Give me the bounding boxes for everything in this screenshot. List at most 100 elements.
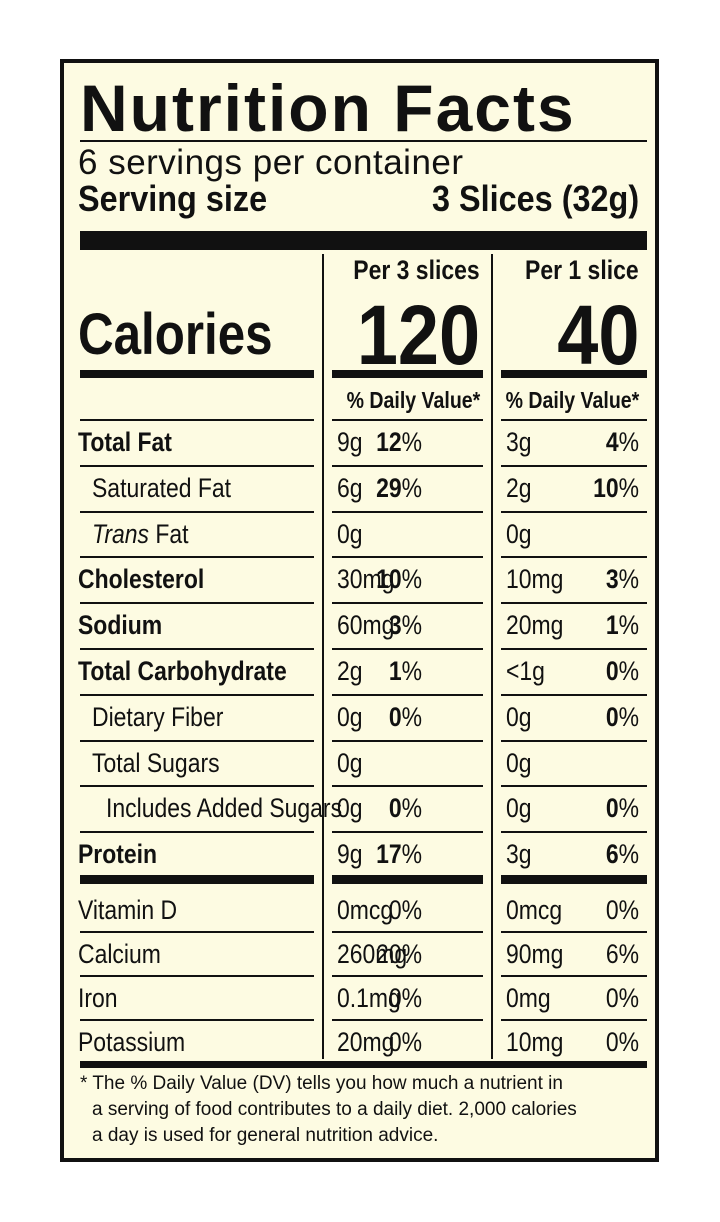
row-rule: [332, 465, 483, 467]
amount-per-3-slices: 2g: [337, 656, 363, 686]
amount-per-3-slices: 6g: [337, 472, 363, 503]
footnote-line: a serving of food contributes to a daily…: [92, 1099, 577, 1120]
row-rule: [501, 975, 647, 977]
row-rule: [332, 419, 483, 421]
percent-sign: %: [618, 472, 639, 503]
amount-per-3-slices: 60mg: [337, 610, 395, 641]
row-rule: [332, 648, 483, 650]
nutrient-name: Includes Added Sugars: [106, 793, 343, 824]
row-rule: [80, 975, 314, 977]
amount-per-1-slice: <1g: [506, 656, 545, 686]
row-rule: [80, 875, 314, 884]
amount-per-1-slice: 0g: [506, 518, 532, 549]
row-rule: [501, 740, 647, 742]
serving-size-value: 3 Slices (32g): [431, 178, 639, 219]
row-rule: [80, 831, 314, 833]
row-rule: [332, 556, 483, 558]
percent-sign: %: [401, 793, 422, 824]
daily-value-per-1-slice-number: 0: [605, 701, 619, 732]
row-rule: [80, 602, 314, 604]
bottom-thick-rule: [80, 1061, 647, 1068]
percent-sign: %: [401, 564, 422, 595]
vitamin-daily-value-per-1-slice: 0%: [605, 983, 639, 1013]
daily-value-per-3-slices: 12%: [376, 420, 422, 464]
calories-value-per-1-slice: 40: [556, 288, 639, 382]
serving-size-label: Serving size: [78, 178, 268, 219]
vitamin-daily-value-per-3-slices: 0%: [388, 983, 422, 1013]
daily-value-per-3-slices: 1%: [389, 649, 422, 693]
daily-value-per-1-slice: 6%: [606, 832, 639, 876]
row-rule: [332, 694, 483, 696]
daily-value-per-1-slice-number: 10: [593, 472, 619, 503]
vitamin-name: Potassium: [78, 1027, 186, 1057]
amount-per-1-slice: 0g: [506, 793, 532, 824]
vitamin-amount-per-3-slices: 20mg: [337, 1027, 395, 1057]
amount-per-1-slice: 20mg: [506, 610, 564, 641]
row-rule: [501, 602, 647, 604]
row-rule: [80, 465, 314, 467]
row-rule: [80, 419, 314, 421]
amount-per-3-slices: 0g: [337, 701, 363, 732]
daily-value-per-1-slice-number: 4: [605, 427, 619, 457]
row-rule: [332, 975, 483, 977]
row-rule: [80, 556, 314, 558]
vitamin-daily-value-per-1-slice: 6%: [605, 939, 639, 969]
column-divider-2: [491, 254, 493, 1059]
percent-sign: %: [401, 610, 422, 641]
footnote: * The % Daily Value (DV) tells you how m…: [80, 1071, 650, 1149]
vitamin-daily-value-per-3-slices: 20%: [376, 939, 422, 969]
row-rule: [332, 831, 483, 833]
row-rule: [80, 785, 314, 787]
row-rule: [501, 465, 647, 467]
row-rule: [80, 694, 314, 696]
nutrient-name: Protein: [78, 839, 158, 870]
vitamin-amount-per-1-slice: 0mcg: [506, 895, 563, 925]
amount-per-1-slice: 0g: [506, 701, 532, 732]
amount-per-1-slice: 2g: [506, 472, 532, 503]
row-rule: [501, 511, 647, 513]
percent-sign: %: [618, 839, 639, 870]
amount-per-3-slices: 9g: [337, 427, 363, 457]
percent-sign: %: [618, 610, 639, 641]
nutrient-name: Sodium: [78, 610, 163, 641]
daily-value-per-1-slice: 0%: [606, 786, 639, 830]
row-rule: [80, 740, 314, 742]
vitamin-daily-value-per-3-slices: 0%: [388, 895, 422, 925]
row-rule: [501, 556, 647, 558]
vitamin-amount-per-1-slice: 10mg: [506, 1027, 564, 1057]
vitamin-name: Vitamin D: [78, 895, 178, 925]
vitamin-amount-per-1-slice: 0mg: [506, 983, 551, 1013]
nutrient-name: Total Fat: [78, 427, 172, 457]
vitamin-daily-value-per-1-slice: 0%: [605, 1027, 639, 1057]
row-rule: [332, 875, 483, 884]
daily-value-per-1-slice: 4%: [606, 420, 639, 464]
calories-rule-2: [332, 370, 483, 378]
nutrition-facts-label: Nutrition Facts 6 servings per container…: [60, 59, 659, 1162]
amount-per-3-slices: 0g: [337, 747, 363, 778]
daily-value-per-3-slices: 29%: [376, 466, 422, 510]
amount-per-3-slices: 9g: [337, 839, 363, 870]
percent-sign: %: [618, 701, 639, 732]
daily-value-per-1-slice-number: 3: [605, 564, 619, 595]
daily-value-per-3-slices-number: 0: [388, 701, 402, 732]
daily-value-per-3-slices-number: 1: [388, 656, 402, 686]
percent-sign: %: [618, 656, 639, 686]
daily-value-per-1-slice: 0%: [606, 695, 639, 739]
column-header-per-3-slices: Per 3 slices: [353, 255, 480, 285]
row-rule: [501, 831, 647, 833]
row-rule: [332, 740, 483, 742]
row-rule: [80, 931, 314, 933]
column-header-per-1-slice: Per 1 slice: [525, 255, 639, 285]
amount-per-1-slice: 3g: [506, 427, 532, 457]
row-rule: [501, 1019, 647, 1021]
label-title: Nutrition Facts: [80, 71, 576, 145]
daily-value-per-3-slices: 0%: [389, 695, 422, 739]
percent-sign: %: [401, 701, 422, 732]
row-rule: [332, 1019, 483, 1021]
nutrient-name-italic: Trans: [92, 518, 149, 549]
vitamin-amount-per-1-slice: 90mg: [506, 939, 564, 969]
vitamin-name: Calcium: [78, 939, 161, 969]
vitamin-amount-per-3-slices: 260mg: [337, 939, 408, 969]
nutrient-name: Cholesterol: [78, 564, 205, 595]
row-rule: [501, 694, 647, 696]
